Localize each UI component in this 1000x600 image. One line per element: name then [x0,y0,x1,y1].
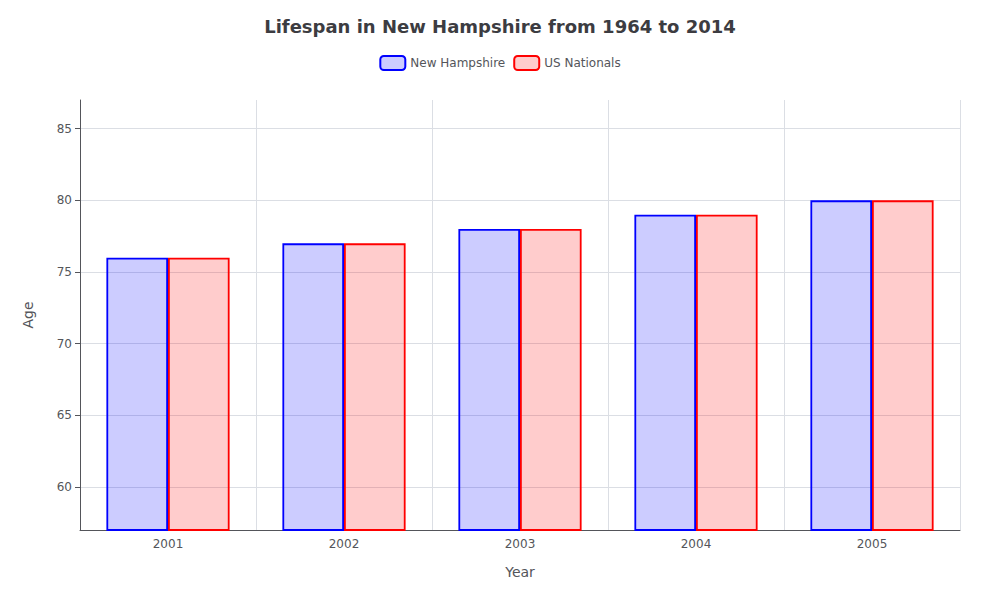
svg-text:2004: 2004 [681,537,712,551]
svg-text:Lifespan in New Hampshire from: Lifespan in New Hampshire from 1964 to 2… [264,16,736,37]
svg-text:75: 75 [57,265,72,279]
svg-text:60: 60 [57,480,72,494]
svg-text:2005: 2005 [857,537,888,551]
svg-text:New Hampshire: New Hampshire [410,56,505,70]
svg-text:Age: Age [20,301,36,328]
svg-text:2001: 2001 [153,537,184,551]
svg-text:US Nationals: US Nationals [544,56,620,70]
svg-text:2003: 2003 [505,537,536,551]
svg-text:85: 85 [57,122,72,136]
svg-text:80: 80 [57,193,72,207]
svg-text:70: 70 [57,337,72,351]
svg-text:65: 65 [57,408,72,422]
svg-text:2002: 2002 [329,537,360,551]
svg-text:Year: Year [504,564,535,580]
